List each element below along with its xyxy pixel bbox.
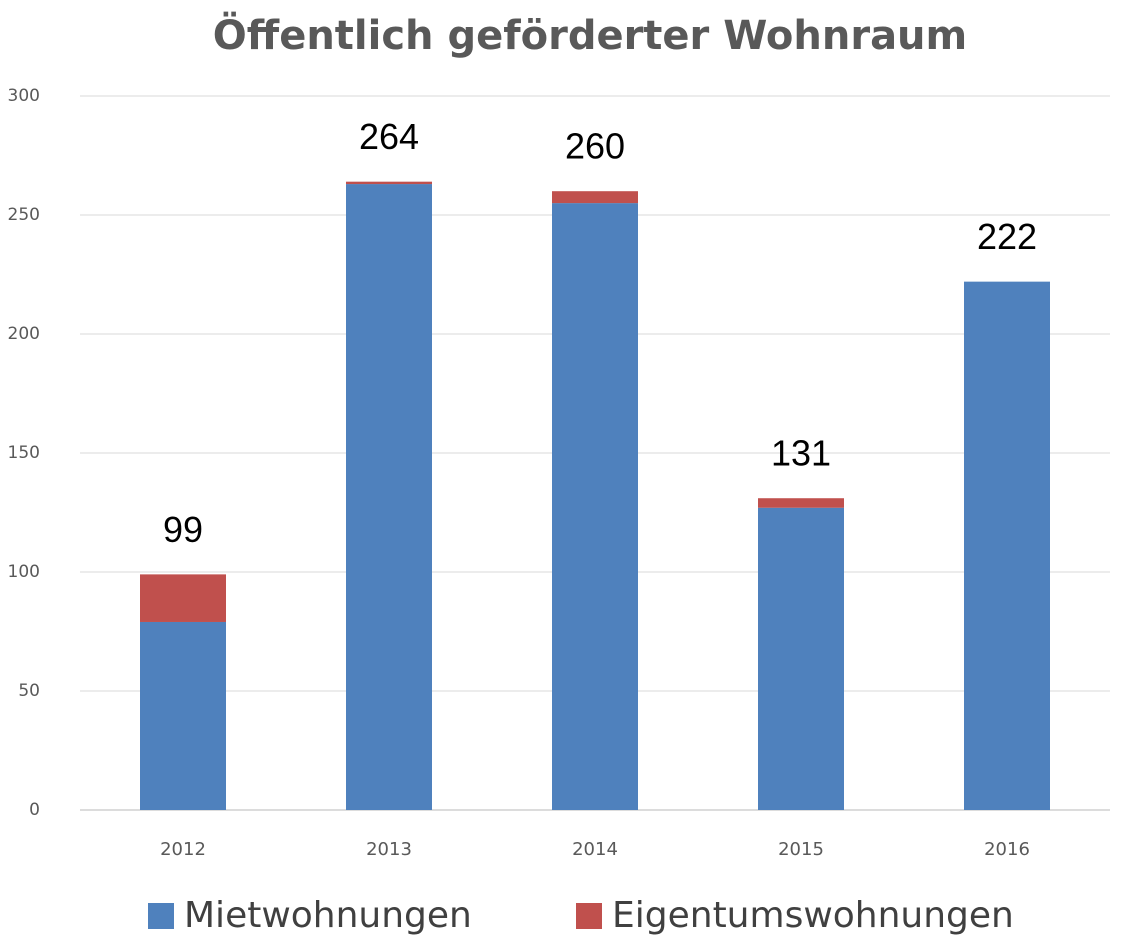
total-label: 264 (359, 116, 419, 157)
y-tick-label: 150 (8, 443, 40, 463)
y-tick-label: 200 (8, 324, 40, 344)
bar-segment (552, 191, 638, 204)
x-tick-label: 2016 (984, 839, 1030, 860)
total-label: 131 (771, 433, 831, 474)
legend-label: Eigentumswohnungen (612, 895, 1014, 936)
chart-title: Öffentlich geförderter Wohnraum (213, 11, 967, 59)
x-tick-label: 2014 (572, 839, 618, 860)
legend-label: Mietwohnungen (184, 895, 472, 936)
bar-segment (140, 621, 226, 810)
x-tick-label: 2012 (160, 839, 206, 860)
x-tick-label: 2015 (778, 839, 824, 860)
y-tick-label: 0 (29, 800, 40, 820)
bar-segment (346, 184, 432, 810)
bar-segment (346, 181, 432, 185)
bar-segment (964, 281, 1050, 810)
y-tick-label: 50 (18, 681, 40, 701)
total-label: 260 (565, 126, 625, 167)
x-tick-label: 2013 (366, 839, 412, 860)
bar-segment (758, 498, 844, 508)
legend-swatch (148, 903, 174, 929)
bar-segment (140, 574, 226, 622)
bar-segment (552, 203, 638, 811)
bar-segment (758, 507, 844, 810)
total-label: 222 (977, 216, 1037, 257)
legend-swatch (576, 903, 602, 929)
y-tick-label: 100 (8, 562, 40, 582)
total-label: 99 (163, 509, 203, 550)
y-tick-label: 300 (8, 86, 40, 106)
y-tick-label: 250 (8, 205, 40, 225)
